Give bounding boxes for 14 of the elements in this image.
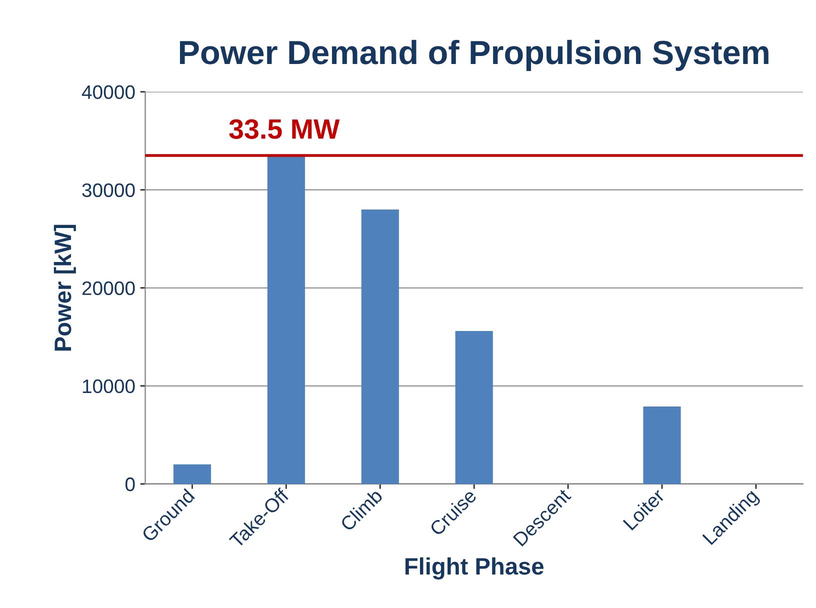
y-tick-label: 30000: [82, 183, 135, 198]
bar: [361, 209, 399, 484]
y-axis-title: Power [kW]: [54, 224, 76, 351]
bar: [455, 331, 493, 484]
bar: [267, 156, 305, 484]
y-tick-label: 20000: [82, 281, 135, 296]
ref-line-label: 33.5 MW: [229, 119, 340, 139]
x-axis-title: Flight Phase: [405, 557, 544, 580]
bar: [643, 406, 681, 484]
y-tick-label: 40000: [82, 85, 135, 100]
y-tick-label: 0: [125, 477, 135, 492]
chart-title: Power Demand of Propulsion System: [180, 40, 768, 71]
y-tick-label: 10000: [82, 379, 135, 394]
bar: [173, 464, 212, 484]
